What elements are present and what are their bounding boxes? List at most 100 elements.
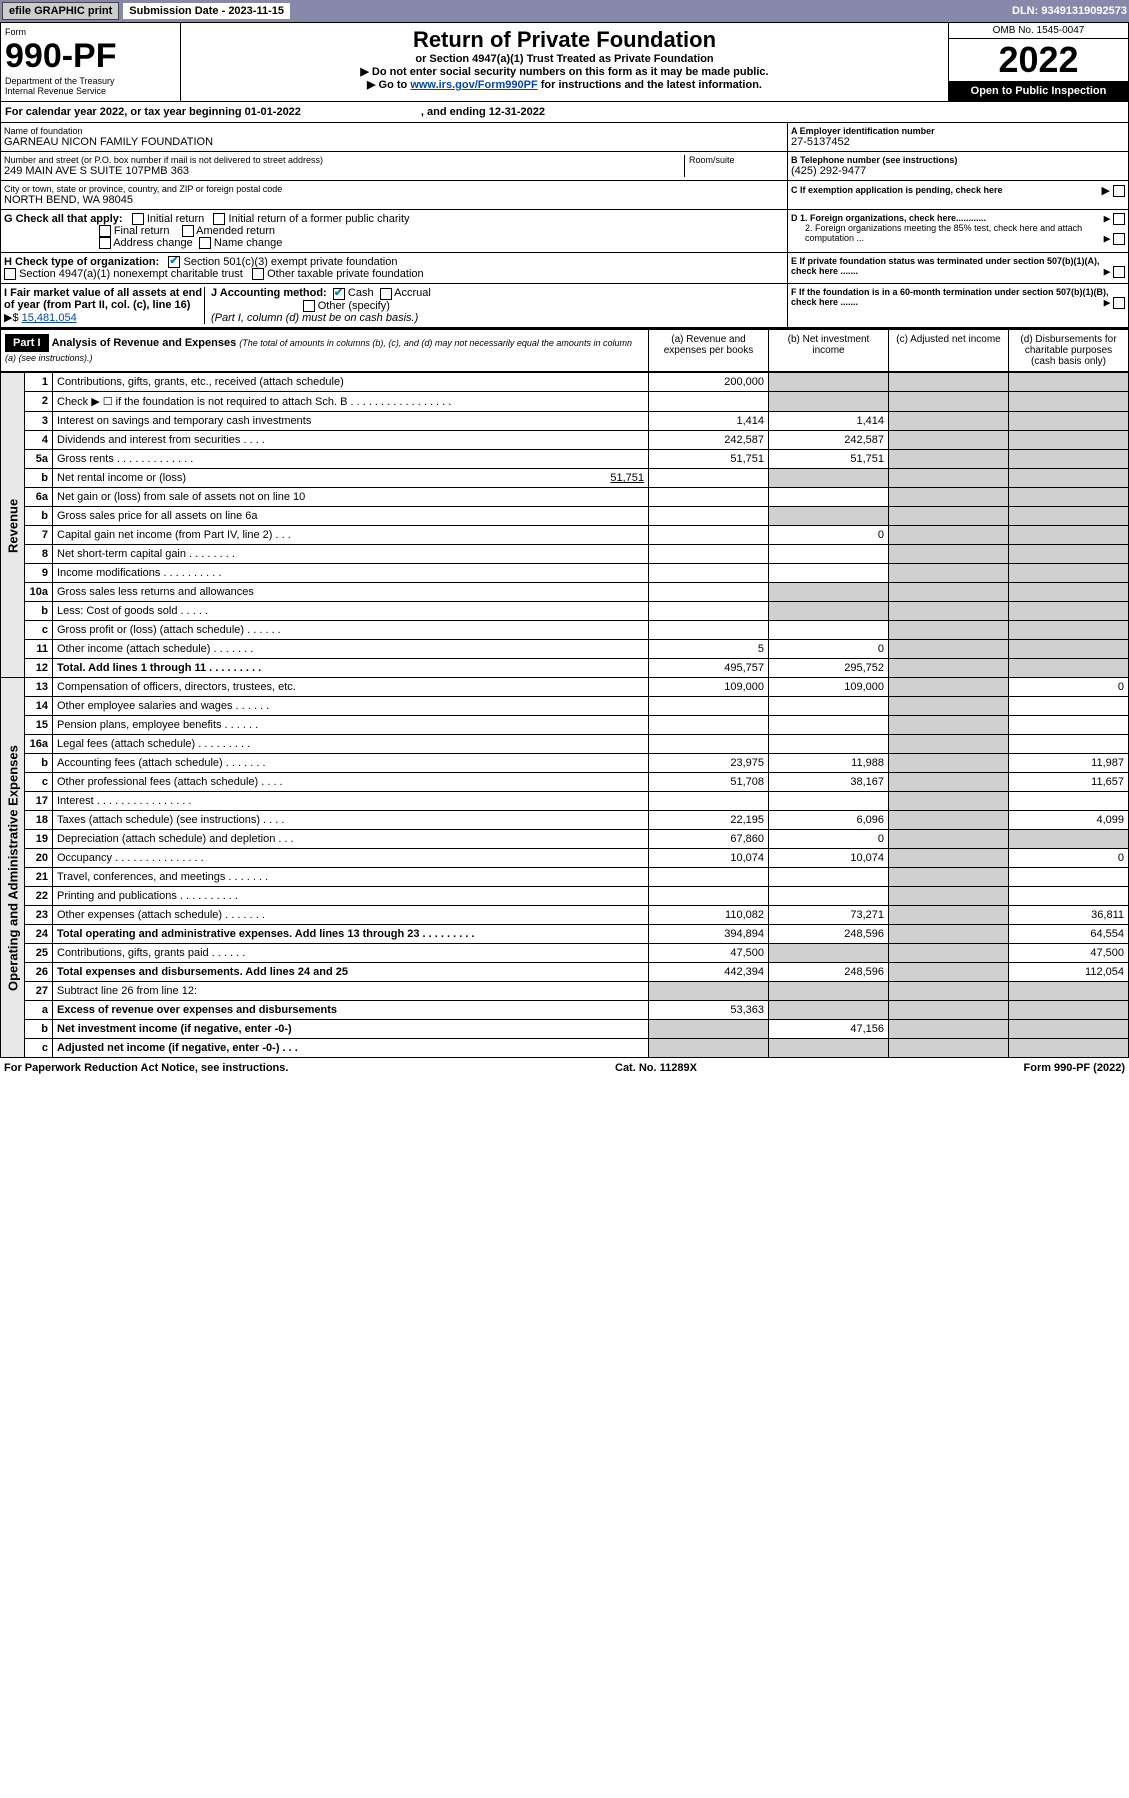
table-row: 5aGross rents . . . . . . . . . . . . .5… xyxy=(1,450,1129,469)
table-row: 6aNet gain or (loss) from sale of assets… xyxy=(1,488,1129,507)
cell-b: 0 xyxy=(769,526,889,545)
cell-a xyxy=(649,792,769,811)
d1-label: D 1. Foreign organizations, check here..… xyxy=(791,213,986,223)
form-header: Form 990-PF Department of the Treasury I… xyxy=(0,22,1129,102)
table-row: 19Depreciation (attach schedule) and dep… xyxy=(1,830,1129,849)
chk-accrual[interactable] xyxy=(380,288,392,300)
line-number: c xyxy=(25,1039,53,1058)
cell-a xyxy=(649,1020,769,1039)
cell-c xyxy=(889,659,1009,678)
c-checkbox[interactable] xyxy=(1113,185,1125,197)
cell-a: 1,414 xyxy=(649,412,769,431)
g-label: G Check all that apply: xyxy=(4,213,123,225)
revenue-side-label: Revenue xyxy=(1,373,25,678)
cell-d xyxy=(1009,640,1129,659)
cell-a: 242,587 xyxy=(649,431,769,450)
cell-b xyxy=(769,982,889,1001)
cell-b xyxy=(769,373,889,392)
table-row: 20Occupancy . . . . . . . . . . . . . . … xyxy=(1,849,1129,868)
chk-cash[interactable] xyxy=(333,288,345,300)
calendar-year-row: For calendar year 2022, or tax year begi… xyxy=(0,102,1129,123)
f-checkbox[interactable] xyxy=(1113,297,1125,309)
cell-b xyxy=(769,716,889,735)
chk-final[interactable] xyxy=(99,225,111,237)
table-row: 21Travel, conferences, and meetings . . … xyxy=(1,868,1129,887)
cell-a xyxy=(649,868,769,887)
d1-checkbox[interactable] xyxy=(1113,213,1125,225)
cell-b: 242,587 xyxy=(769,431,889,450)
form-link[interactable]: www.irs.gov/Form990PF xyxy=(410,79,537,91)
ein-value: 27-5137452 xyxy=(791,136,1125,148)
foundation-name: GARNEAU NICON FAMILY FOUNDATION xyxy=(4,136,784,148)
cell-a xyxy=(649,697,769,716)
chk-other-tax[interactable] xyxy=(252,268,264,280)
cell-a: 10,074 xyxy=(649,849,769,868)
cell-c xyxy=(889,392,1009,412)
cell-a: 110,082 xyxy=(649,906,769,925)
line-description: Legal fees (attach schedule) . . . . . .… xyxy=(53,735,649,754)
cell-c xyxy=(889,450,1009,469)
part1-title: Analysis of Revenue and Expenses xyxy=(52,337,237,349)
cell-d xyxy=(1009,583,1129,602)
cell-a xyxy=(649,526,769,545)
cell-b xyxy=(769,697,889,716)
cell-d: 0 xyxy=(1009,849,1129,868)
efile-button[interactable]: efile GRAPHIC print xyxy=(2,2,119,20)
cell-d xyxy=(1009,792,1129,811)
cell-d: 4,099 xyxy=(1009,811,1129,830)
cell-a: 5 xyxy=(649,640,769,659)
cell-a: 51,708 xyxy=(649,773,769,792)
line-number: 17 xyxy=(25,792,53,811)
cell-a xyxy=(649,583,769,602)
i-label: I Fair market value of all assets at end… xyxy=(4,287,202,311)
dept-label: Department of the Treasury xyxy=(5,76,176,86)
chk-amended[interactable] xyxy=(182,225,194,237)
chk-501c3[interactable] xyxy=(168,256,180,268)
table-row: bNet rental income or (loss) 51,751 xyxy=(1,469,1129,488)
cell-b xyxy=(769,887,889,906)
cell-d: 47,500 xyxy=(1009,944,1129,963)
cell-b xyxy=(769,944,889,963)
chk-initial-pub[interactable] xyxy=(213,213,225,225)
line-description: Capital gain net income (from Part IV, l… xyxy=(53,526,649,545)
chk-namechange[interactable] xyxy=(199,237,211,249)
table-row: 11Other income (attach schedule) . . . .… xyxy=(1,640,1129,659)
cell-b xyxy=(769,507,889,526)
cell-c xyxy=(889,754,1009,773)
cell-d xyxy=(1009,1020,1129,1039)
d2-checkbox[interactable] xyxy=(1113,233,1125,245)
omb-number: OMB No. 1545-0047 xyxy=(949,23,1128,39)
cell-c xyxy=(889,545,1009,564)
cell-c xyxy=(889,602,1009,621)
cell-a xyxy=(649,1039,769,1058)
cell-b xyxy=(769,583,889,602)
chk-addrchange[interactable] xyxy=(99,237,111,249)
cell-b xyxy=(769,564,889,583)
addr-label: Number and street (or P.O. box number if… xyxy=(4,155,684,165)
cell-c xyxy=(889,583,1009,602)
line-description: Compensation of officers, directors, tru… xyxy=(53,678,649,697)
cell-d xyxy=(1009,1001,1129,1020)
cell-a: 22,195 xyxy=(649,811,769,830)
cell-d xyxy=(1009,469,1129,488)
chk-other-method[interactable] xyxy=(303,300,315,312)
form-footer: Form 990-PF (2022) xyxy=(1024,1062,1125,1074)
line-description: Occupancy . . . . . . . . . . . . . . . xyxy=(53,849,649,868)
city-label: City or town, state or province, country… xyxy=(4,184,784,194)
cell-d xyxy=(1009,659,1129,678)
cell-d xyxy=(1009,564,1129,583)
table-row: 24Total operating and administrative exp… xyxy=(1,925,1129,944)
cell-c xyxy=(889,792,1009,811)
cell-c xyxy=(889,811,1009,830)
table-row: 14Other employee salaries and wages . . … xyxy=(1,697,1129,716)
e-checkbox[interactable] xyxy=(1113,266,1125,278)
table-row: Operating and Administrative Expenses13C… xyxy=(1,678,1129,697)
chk-4947[interactable] xyxy=(4,268,16,280)
i-value[interactable]: 15,481,054 xyxy=(22,312,77,324)
cell-a: 200,000 xyxy=(649,373,769,392)
chk-initial[interactable] xyxy=(132,213,144,225)
line-number: 26 xyxy=(25,963,53,982)
ein-label: A Employer identification number xyxy=(791,126,1125,136)
line-description: Travel, conferences, and meetings . . . … xyxy=(53,868,649,887)
cell-a: 394,894 xyxy=(649,925,769,944)
